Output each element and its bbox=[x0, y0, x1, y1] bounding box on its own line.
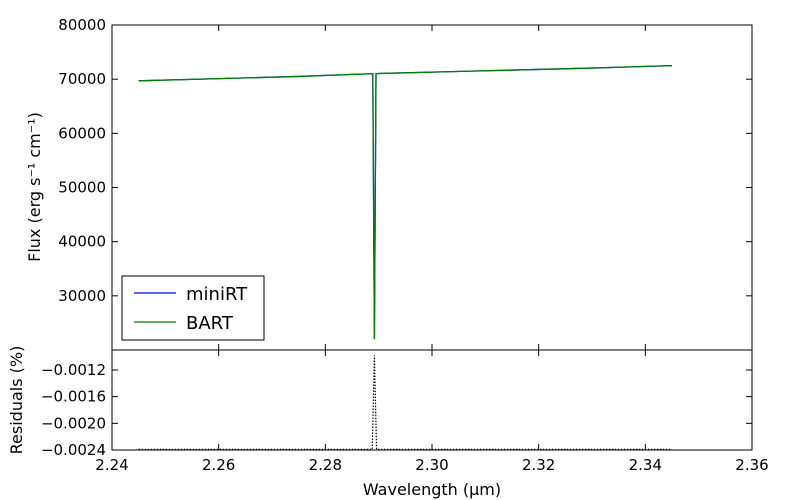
flux-ytick-label: 80000 bbox=[58, 16, 106, 34]
residuals-xtick-label: 2.32 bbox=[522, 456, 555, 474]
flux-axis-label: Flux (erg s⁻¹ cm⁻¹) bbox=[25, 112, 44, 262]
residuals-ytick-label: −0.0016 bbox=[41, 388, 106, 406]
residuals-panel: −0.0024 −0.0020 −0.0016 −0.0012 2.24 2.26 2.28… bbox=[41, 349, 769, 474]
flux-ytick-label: 70000 bbox=[58, 70, 106, 88]
flux-ytick-label: 60000 bbox=[58, 124, 106, 142]
legend-label-minirt: miniRT bbox=[186, 284, 248, 305]
residuals-plot-frame bbox=[111, 349, 753, 451]
legend: miniRT BART bbox=[121, 275, 265, 341]
residuals-axis-label: Residuals (%) bbox=[7, 346, 26, 455]
residuals-xtick-label: 2.34 bbox=[629, 456, 662, 474]
residuals-xtick-label: 2.36 bbox=[735, 456, 768, 474]
flux-ytick-label: 50000 bbox=[58, 179, 106, 197]
residuals-xtick-label: 2.28 bbox=[309, 456, 342, 474]
residuals-xtick-label: 2.24 bbox=[95, 456, 128, 474]
flux-ytick-label: 30000 bbox=[58, 287, 106, 305]
residuals-series-line0 bbox=[138, 355, 672, 450]
flux-panel: 30000 40000 50000 60000 70000 80000 bbox=[58, 16, 753, 351]
flux-series-bart bbox=[138, 64, 673, 340]
residuals-ytick-label: −0.0020 bbox=[41, 414, 106, 432]
residuals-xtick-label: 2.30 bbox=[415, 456, 448, 474]
legend-label-bart: BART bbox=[186, 313, 234, 334]
flux-ytick-label: 40000 bbox=[58, 233, 106, 251]
wavelength-axis-label: Wavelength (µm) bbox=[363, 480, 501, 499]
residuals-ytick-label: −0.0024 bbox=[41, 441, 106, 459]
legend-frame bbox=[121, 275, 265, 341]
residuals-ytick-label: −0.0012 bbox=[41, 361, 106, 379]
residuals-xtick-label: 2.26 bbox=[202, 456, 235, 474]
